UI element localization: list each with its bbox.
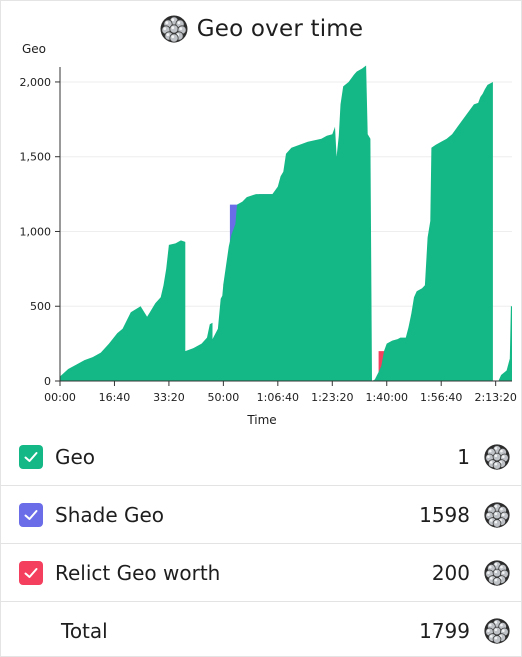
legend-label-relict-geo: Relict Geo worth (55, 560, 221, 585)
geo-currency-icon (483, 501, 511, 529)
x-tick-label: 16:40 (99, 391, 131, 404)
x-tick-label: 1:23:20 (311, 391, 353, 404)
y-axis-label: Geo (22, 42, 46, 56)
legend-value-shade-geo: 1598 (419, 502, 470, 527)
chart-title: Geo over time (196, 16, 364, 42)
legend: Geo 1 Shade Geo 1598 Relict Geo worth 20… (0, 428, 522, 657)
total-label: Total (61, 619, 108, 643)
geo-currency-icon (483, 617, 511, 645)
legend-row-relict-geo: Relict Geo worth 200 (0, 544, 522, 602)
geo-checkbox[interactable] (19, 444, 43, 469)
y-tick-label: 2,000 (20, 76, 52, 89)
geo-chart: 0 500 1,000 1,500 2,000 00:00 16:40 33:20 50:00 1… (20, 42, 517, 427)
legend-label-shade-geo: Shade Geo (55, 502, 165, 527)
y-tick-label: 1,000 (20, 225, 52, 238)
legend-value-geo: 1 (457, 444, 470, 469)
shade-geo-checkbox[interactable] (19, 502, 43, 527)
total-value: 1799 (419, 619, 470, 643)
legend-value-relict-geo: 200 (431, 560, 470, 585)
relict-geo-checkbox[interactable] (19, 560, 43, 585)
x-tick-label: 33:20 (153, 391, 185, 404)
x-tick-label: 1:06:40 (257, 391, 299, 404)
x-tick-label: 2:13:20 (474, 391, 516, 404)
geo-currency-icon (483, 559, 511, 587)
y-tick-label: 500 (30, 300, 51, 313)
legend-label-geo: Geo (55, 444, 96, 469)
y-tick-label: 0 (44, 375, 51, 388)
y-tick-label: 1,500 (20, 151, 52, 164)
x-tick-label: 1:56:40 (420, 391, 462, 404)
chart-header: Geo over time (0, 14, 522, 44)
legend-row-geo: Geo 1 (0, 428, 522, 486)
geo-currency-icon (483, 443, 511, 471)
x-tick-label: 50:00 (208, 391, 240, 404)
series-area-geo (60, 65, 512, 381)
legend-row-total: Total 1799 (0, 602, 522, 657)
x-tick-label: 00:00 (44, 391, 76, 404)
x-axis-label: Time (246, 413, 276, 427)
x-tick-label: 1:40:00 (366, 391, 408, 404)
geo-currency-icon (159, 14, 189, 44)
legend-row-shade-geo: Shade Geo 1598 (0, 486, 522, 544)
